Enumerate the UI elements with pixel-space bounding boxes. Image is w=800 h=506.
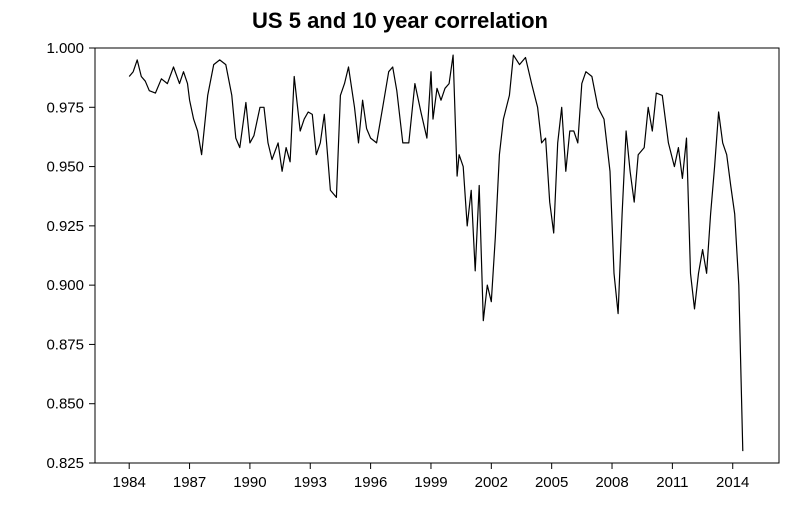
y-tick-label: 0.825 [46, 455, 84, 472]
x-tick-label: 1999 [414, 474, 447, 491]
x-tick-label: 1990 [233, 474, 266, 491]
y-tick-label: 1.000 [46, 40, 84, 57]
x-tick-label: 2008 [595, 474, 628, 491]
y-tick-label: 0.950 [46, 159, 84, 176]
x-tick-label: 1996 [354, 474, 387, 491]
y-tick-label: 0.975 [46, 99, 84, 116]
y-tick-label: 0.875 [46, 336, 84, 353]
plot-frame [94, 47, 780, 464]
x-tick-label: 2002 [475, 474, 508, 491]
chart-title: US 5 and 10 year correlation [252, 8, 548, 33]
x-tick-label: 2005 [535, 474, 568, 491]
x-tick-label: 1987 [173, 474, 206, 491]
y-tick-label: 0.900 [46, 277, 84, 294]
x-tick-label: 1984 [113, 474, 146, 491]
x-tick-label: 2011 [656, 474, 688, 491]
x-tick-label: 1993 [294, 474, 327, 491]
x-tick-label: 2014 [716, 474, 749, 491]
y-tick-label: 0.850 [46, 396, 84, 413]
y-tick-label: 0.925 [46, 218, 84, 235]
correlation-series-line [128, 54, 744, 452]
